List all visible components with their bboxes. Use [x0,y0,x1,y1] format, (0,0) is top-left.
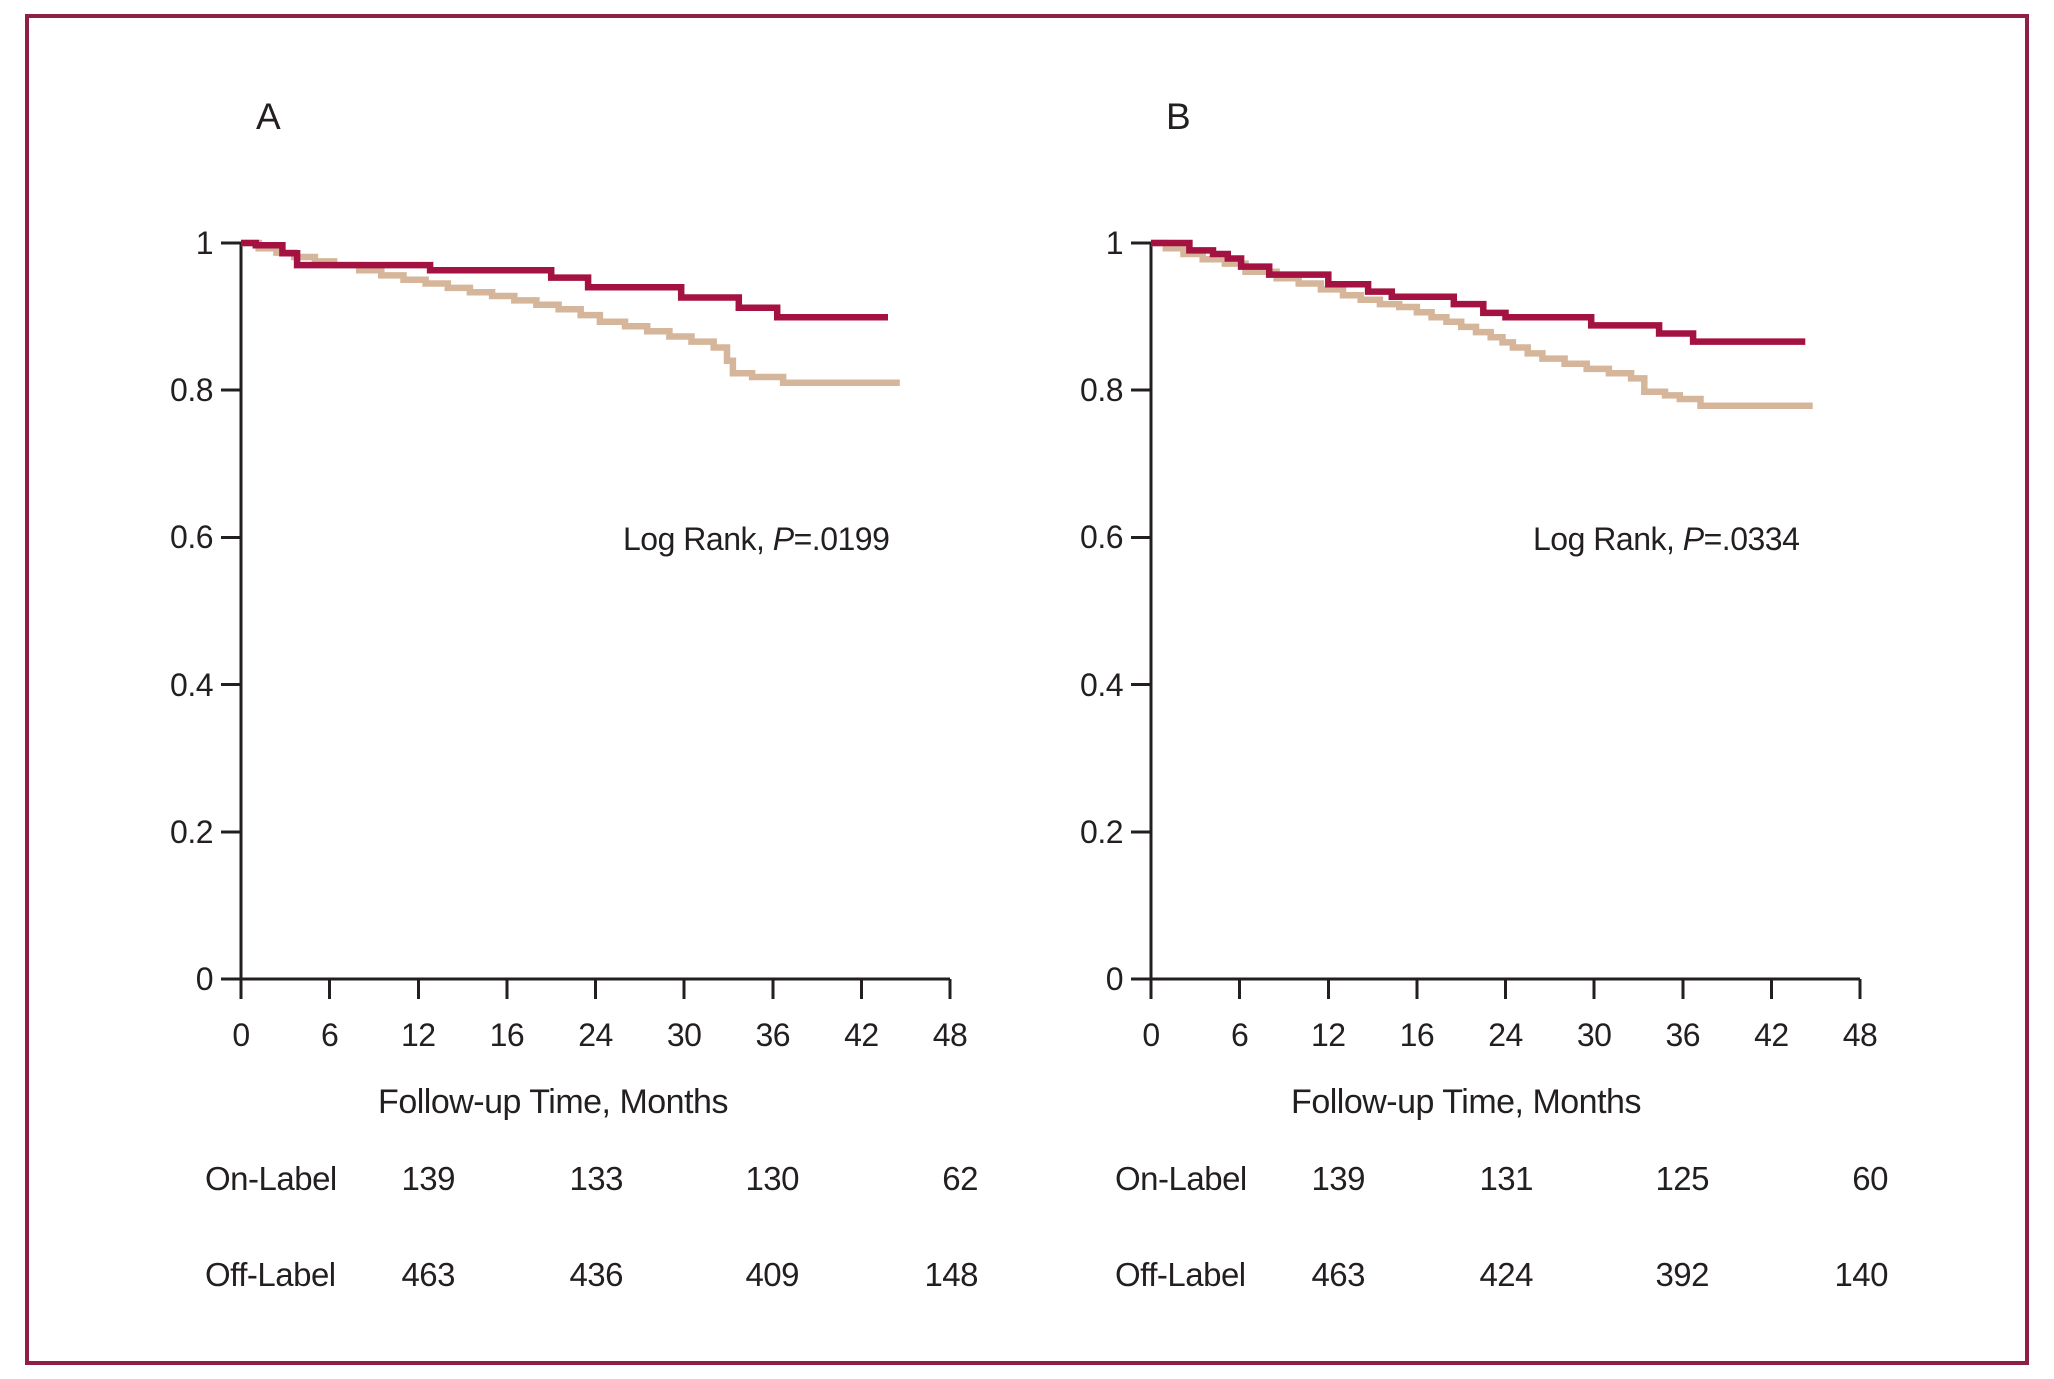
km-curve-off-label [241,239,900,387]
km-curve-on-label [241,239,888,321]
km-curve-off-label [1151,239,1813,409]
km-curve-on-label [1151,239,1806,345]
figure-border [25,14,2029,1365]
